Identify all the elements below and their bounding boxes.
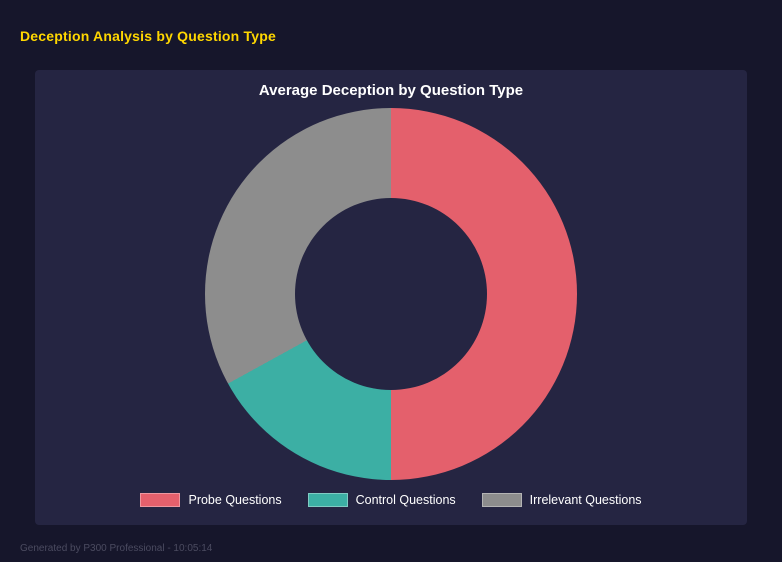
page-title: Deception Analysis by Question Type (20, 28, 276, 44)
legend-item-irrelevant[interactable]: Irrelevant Questions (481, 493, 642, 507)
legend-swatch (307, 493, 348, 507)
legend-label: Probe Questions (188, 493, 282, 507)
chart-panel: Average Deception by Question Type Probe… (35, 70, 747, 525)
donut-chart (205, 108, 577, 480)
legend-swatch (481, 493, 522, 507)
donut-chart-area (205, 108, 577, 480)
legend-label: Control Questions (355, 493, 456, 507)
legend-item-control[interactable]: Control Questions (307, 493, 456, 507)
donut-hole (295, 198, 487, 390)
footer-status-text: Generated by P300 Professional - 10:05:1… (20, 543, 213, 554)
legend-label: Irrelevant Questions (529, 493, 642, 507)
chart-legend: Probe Questions Control Questions Irrele… (35, 493, 747, 507)
chart-title: Average Deception by Question Type (258, 82, 524, 99)
legend-item-probe[interactable]: Probe Questions (140, 493, 282, 507)
legend-swatch (140, 493, 181, 507)
